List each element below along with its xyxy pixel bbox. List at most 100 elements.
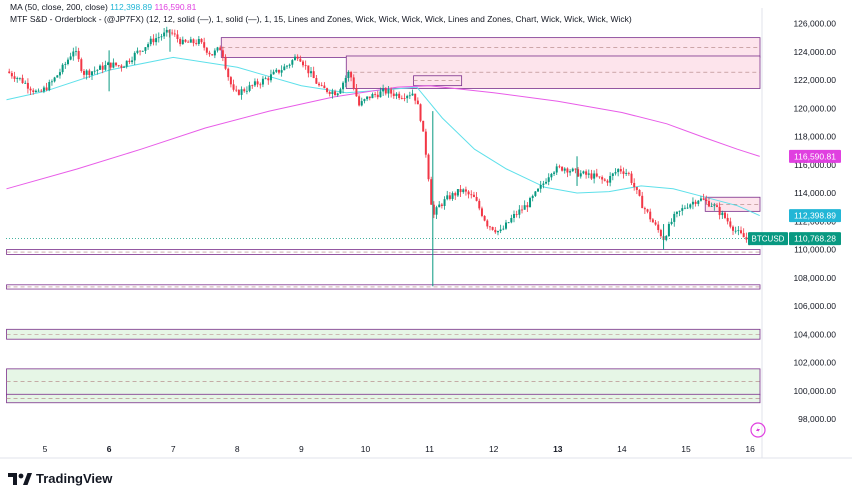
candle-body (678, 210, 681, 212)
candle-body (558, 166, 561, 168)
candle-body (627, 172, 630, 174)
price-tag-text: 110,768.28 (794, 234, 836, 244)
price-tag-ma200: 116,590.81 (789, 149, 841, 163)
candle-body (144, 47, 147, 51)
candle-body (152, 38, 155, 43)
candle-body (633, 182, 636, 188)
candle-body (261, 78, 264, 85)
candle-body (504, 222, 507, 229)
candle-body (109, 62, 112, 68)
candle-body (93, 70, 96, 72)
candle-body (58, 72, 61, 76)
candle-body (219, 47, 222, 51)
candle-body (203, 42, 206, 48)
x-tick-label: 13 (553, 444, 563, 454)
candle-body (486, 220, 489, 227)
candle-body (304, 65, 307, 67)
price-tag-bg (789, 232, 841, 246)
ma-line-50 (6, 56, 760, 217)
candle-body (165, 29, 168, 33)
y-tick-label: 114,000.00 (794, 188, 836, 198)
candle-body (561, 166, 564, 171)
x-tick-label: 14 (617, 444, 627, 454)
candle-body (64, 64, 67, 65)
candle-body (622, 171, 625, 174)
candle-body (184, 39, 187, 42)
candle-body (587, 173, 590, 175)
candle-body (275, 69, 278, 72)
candle-body (128, 60, 131, 63)
candle-body (494, 229, 497, 233)
candle-body (448, 195, 451, 199)
candle-body (670, 221, 673, 224)
candle-body (732, 226, 735, 231)
candle-body (171, 32, 174, 34)
candle-body (288, 64, 291, 66)
candle-body (320, 85, 323, 87)
candle-body (331, 91, 334, 95)
candle-body (315, 78, 318, 84)
y-tick-label: 110,000.00 (794, 245, 836, 255)
candle-body (379, 91, 382, 98)
candle-body (702, 198, 705, 200)
candle-body (438, 204, 441, 208)
candle-body (603, 179, 606, 181)
candle-body (312, 71, 315, 79)
candle-body (526, 205, 529, 208)
candle-body (77, 50, 80, 60)
candle-body (705, 199, 708, 202)
candle-body (507, 222, 510, 224)
tradingview-logo[interactable]: TradingView (8, 471, 112, 486)
candle-body (37, 90, 40, 92)
candle-body (344, 77, 347, 83)
time-axis: 5 6 7 8 9 10 11 12 13 14 15 16 (43, 444, 755, 454)
y-tick-label: 106,000.00 (793, 301, 836, 311)
candle-body (200, 38, 203, 43)
price-tag-price: 110,768.28 BTCUSD (748, 232, 841, 246)
snap-icon[interactable] (750, 422, 766, 438)
candle-body (136, 50, 139, 53)
candle-body (470, 194, 473, 196)
candle-body (264, 78, 267, 80)
candle-body (123, 66, 126, 68)
candle-body (515, 214, 518, 215)
candle-body (147, 44, 150, 48)
candle-body (267, 78, 270, 81)
candle-body (208, 52, 211, 55)
candle-body (283, 66, 286, 71)
candle-body (248, 85, 251, 91)
candle-body (253, 81, 256, 86)
candle-body (117, 65, 120, 67)
candle-body (464, 189, 467, 192)
candle-body (243, 89, 246, 92)
candle-body (443, 199, 446, 206)
candle-body (91, 71, 94, 76)
candle-body (181, 39, 184, 45)
candle-body (259, 84, 262, 86)
candle-body (742, 233, 745, 238)
candle-body (224, 56, 227, 69)
candle-body (371, 94, 374, 99)
candle-body (510, 217, 513, 223)
candle-body (585, 171, 588, 175)
candle-body (534, 191, 537, 196)
candle-body (125, 60, 128, 67)
y-tick-label: 118,000.00 (794, 132, 836, 142)
candle-body (689, 204, 692, 208)
candle-body (601, 177, 604, 180)
candle-body (334, 91, 337, 96)
candle-body (547, 177, 550, 182)
candle-body (715, 205, 718, 207)
x-tick-label: 7 (171, 444, 176, 454)
candle-body (101, 65, 104, 70)
legend-ma200-value: 116,590.81 (154, 2, 197, 12)
candle-body (160, 36, 163, 38)
candle-body (422, 120, 425, 132)
candle-body (187, 41, 190, 43)
candle-body (555, 166, 558, 173)
candle-body (34, 90, 37, 93)
candle-body (392, 93, 395, 97)
candle-body (593, 173, 596, 179)
candle-body (598, 176, 601, 178)
